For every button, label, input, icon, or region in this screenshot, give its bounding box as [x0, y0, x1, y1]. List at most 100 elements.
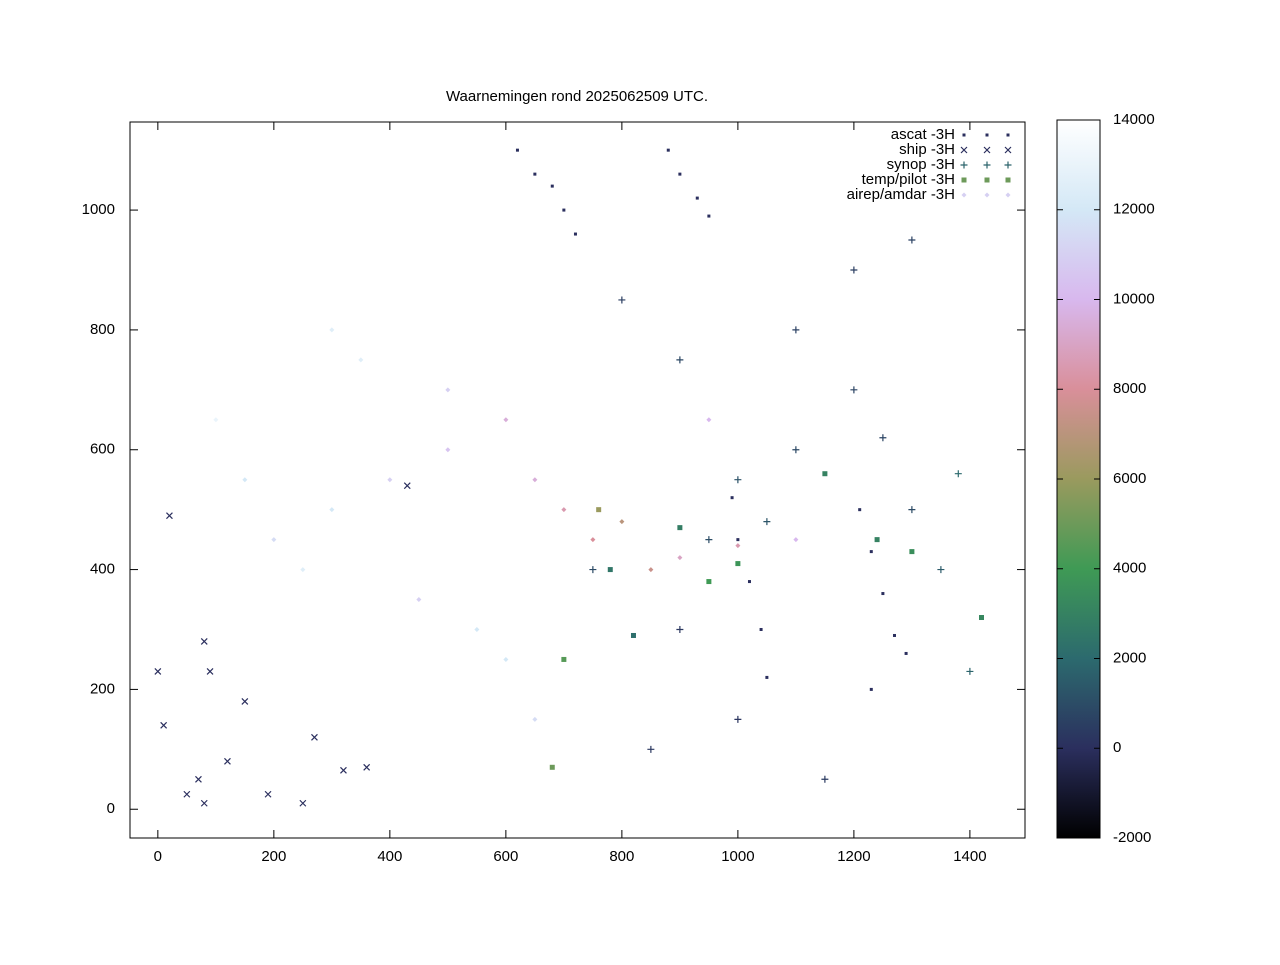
y-tick-label: 800: [90, 321, 115, 338]
point: [734, 476, 742, 484]
point: [869, 687, 873, 691]
point: [533, 172, 537, 176]
point: [707, 214, 711, 218]
chart-title: Waarnemingen rond 2025062509 UTC.: [446, 88, 708, 105]
point: [195, 775, 202, 783]
legend-marker: [984, 177, 990, 183]
legend-marker: [1004, 146, 1012, 154]
point: [363, 763, 371, 771]
point: [200, 799, 208, 807]
point: [676, 625, 684, 633]
point: [224, 757, 231, 765]
point: [678, 172, 682, 176]
x-tick-label: 200: [261, 848, 286, 865]
point: [183, 790, 191, 798]
legend-label: airep/amdar -3H: [847, 186, 955, 203]
point: [892, 633, 896, 637]
point: [734, 715, 742, 723]
legend-label: temp/pilot -3H: [862, 171, 955, 188]
point: [561, 507, 567, 513]
colorbar-tick-label: -2000: [1113, 829, 1151, 846]
point: [550, 184, 554, 188]
x-tick-label: 1200: [837, 848, 870, 865]
legend-marker: [960, 161, 968, 169]
point: [695, 196, 699, 200]
point: [954, 470, 962, 478]
point: [966, 667, 974, 675]
plot-frame: [129, 121, 1026, 839]
x-tick-label: 800: [609, 848, 634, 865]
point: [706, 417, 712, 423]
point: [648, 567, 654, 573]
point: [299, 799, 307, 807]
point: [759, 627, 763, 631]
point: [206, 668, 214, 675]
point: [881, 592, 885, 596]
point: [747, 580, 751, 584]
colorbar-tick-label: 10000: [1113, 290, 1155, 307]
point: [166, 512, 173, 520]
point: [200, 638, 208, 645]
point: [879, 434, 887, 442]
point: [300, 567, 306, 573]
point: [630, 632, 636, 638]
x-tick-label: 400: [377, 848, 402, 865]
legend-label: synop -3H: [887, 156, 955, 173]
point: [271, 537, 277, 543]
point: [474, 626, 480, 632]
point: [573, 232, 577, 236]
point: [445, 447, 451, 453]
point: [908, 506, 916, 514]
point: [160, 721, 168, 729]
point: [850, 266, 858, 274]
point: [909, 549, 915, 555]
point: [706, 579, 712, 585]
point: [765, 675, 769, 679]
colorbar-tick-label: 2000: [1113, 649, 1146, 666]
point: [340, 766, 347, 774]
point: [242, 477, 248, 483]
legend-marker: [1006, 133, 1010, 137]
x-tick-label: 1000: [721, 848, 754, 865]
point: [358, 357, 364, 363]
point: [619, 519, 625, 525]
y-tick-label: 600: [90, 441, 115, 458]
point: [978, 615, 984, 621]
point: [735, 543, 741, 549]
point: [763, 518, 771, 526]
x-tick-label: 600: [493, 848, 518, 865]
point: [416, 597, 422, 603]
colorbar-tick-label: 6000: [1113, 470, 1146, 487]
point: [677, 525, 683, 531]
point: [821, 775, 829, 783]
point: [561, 656, 567, 662]
point: [858, 508, 862, 512]
point: [793, 537, 799, 543]
colorbar-tick-label: 12000: [1113, 201, 1155, 218]
point: [329, 327, 335, 333]
point: [705, 536, 713, 544]
legend-marker: [1005, 177, 1011, 183]
x-tick-label: 1400: [953, 848, 986, 865]
legend-marker: [1004, 161, 1012, 169]
colorbar-tick-label: 8000: [1113, 380, 1146, 397]
point: [647, 745, 655, 753]
point: [822, 471, 828, 477]
legend-marker: [960, 146, 968, 154]
point: [607, 567, 613, 573]
point: [532, 716, 538, 722]
y-tick-label: 0: [107, 800, 115, 817]
point: [676, 356, 684, 364]
point: [792, 326, 800, 334]
point: [792, 446, 800, 454]
colorbar-tick-label: 0: [1113, 739, 1121, 756]
point: [904, 651, 908, 655]
point: [736, 538, 740, 542]
point: [590, 537, 596, 543]
point: [549, 764, 555, 770]
point: [311, 733, 318, 741]
point: [618, 296, 626, 304]
legend-marker: [983, 146, 991, 154]
point: [596, 507, 602, 513]
